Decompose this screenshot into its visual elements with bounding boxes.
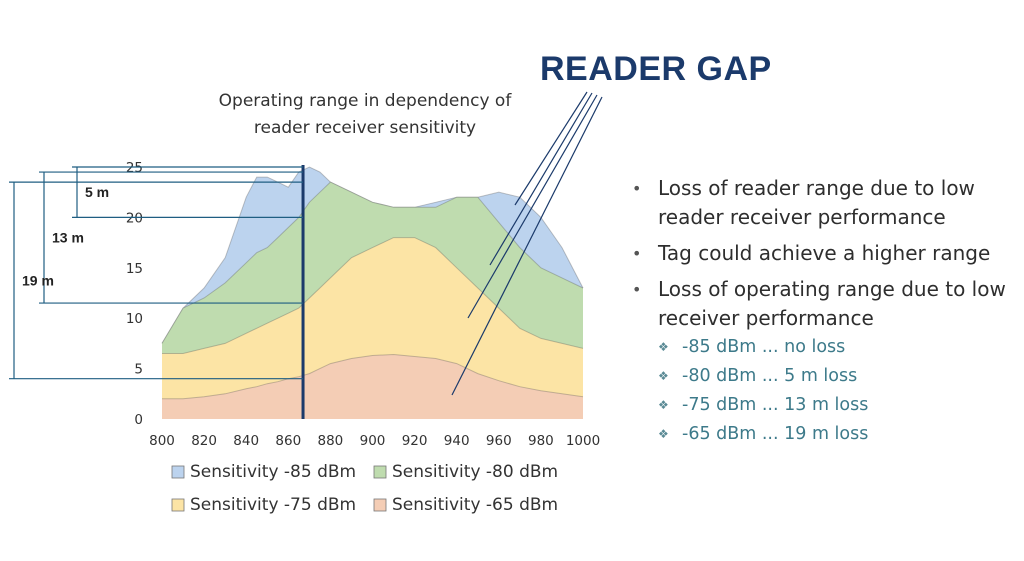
area-series-edge-3 [162, 237, 584, 354]
reader-gap-pointer [451, 96, 603, 396]
bullet-item: Loss of operating range due to low recei… [632, 275, 1022, 449]
chart-title-line-2: reader receiver sensitivity [254, 118, 476, 138]
y-tick-label: 15 [126, 261, 143, 277]
y-tick-label: 10 [126, 311, 143, 327]
x-tick-label: 920 [402, 433, 428, 449]
bullet-item: Loss of reader range due to low reader r… [632, 174, 1022, 232]
legend-label: Sensitivity -80 dBm [392, 462, 558, 482]
area-series-4 [162, 354, 583, 419]
x-tick-label: 800 [149, 433, 175, 449]
legend-swatch [171, 498, 185, 512]
gap-annotation-group: 5 m 13 m 19 m [9, 91, 603, 419]
y-tick-label: 20 [126, 210, 143, 226]
x-tick-label: 840 [233, 433, 259, 449]
chart-title-line-1: Operating range in dependency of [219, 91, 513, 111]
sub-bullet-item: -80 dBm ... 5 m loss [658, 362, 1022, 391]
x-tick-label: 1000 [566, 433, 600, 449]
x-tick-label: 820 [191, 433, 217, 449]
x-tick-label: 960 [486, 433, 512, 449]
bullet-item-text: Loss of operating range due to low recei… [658, 277, 1006, 330]
bullet-item: Tag could achieve a higher range [632, 239, 1022, 268]
x-tick-label: 880 [318, 433, 344, 449]
legend-swatch [373, 498, 387, 512]
sub-bullet-list: -85 dBm ... no loss -80 dBm ... 5 m loss… [658, 333, 1022, 449]
y-tick-label: 5 [134, 362, 143, 378]
area-series-edge-4 [162, 353, 584, 400]
sub-bullet-item: -85 dBm ... no loss [658, 333, 1022, 362]
sub-bullet-item: -75 dBm ... 13 m loss [658, 391, 1022, 420]
sub-bullet-item: -65 dBm ... 19 m loss [658, 420, 1022, 449]
y-tick-label: 0 [134, 412, 143, 428]
chart-legend: Sensitivity -85 dBm Sensitivity -80 dBm Se… [171, 462, 558, 515]
x-tick-label: 860 [275, 433, 301, 449]
legend-label: Sensitivity -85 dBm [190, 462, 356, 482]
gap-label: 19 m [22, 272, 54, 288]
y-tick-label: 25 [126, 160, 143, 176]
reader-gap-pointer [489, 92, 593, 266]
legend-label: Sensitivity -65 dBm [392, 495, 558, 515]
legend-swatch [171, 465, 185, 479]
reader-gap-pointer [514, 91, 588, 206]
page-heading: READER GAP [540, 50, 772, 88]
x-tick-label: 900 [360, 433, 386, 449]
gap-label: 13 m [52, 230, 84, 246]
area-series-edge-2 [161, 181, 584, 344]
axes-group: 800 820 840 860 880 900 920 940 960 980 1000 0 5 10 15… [126, 160, 600, 449]
x-tick-label: 940 [444, 433, 470, 449]
legend-label: Sensitivity -75 dBm [190, 495, 356, 515]
area-series-group [161, 166, 584, 419]
legend-swatch [373, 465, 387, 479]
x-tick-label: 980 [528, 433, 554, 449]
bullet-list: Loss of reader range due to low reader r… [632, 174, 1022, 456]
reader-gap-pointer [467, 94, 598, 319]
gap-label: 5 m [85, 184, 109, 200]
